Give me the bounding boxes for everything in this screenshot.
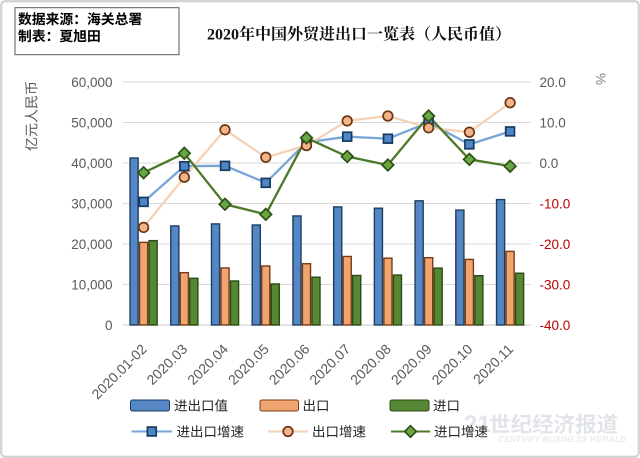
svg-text:-40.0: -40.0 bbox=[540, 318, 571, 333]
svg-text:10.0: 10.0 bbox=[540, 116, 566, 131]
svg-text:20,000: 20,000 bbox=[71, 237, 112, 252]
svg-text:30,000: 30,000 bbox=[71, 197, 112, 212]
svg-text:-20.0: -20.0 bbox=[540, 237, 571, 252]
svg-text:20.0: 20.0 bbox=[540, 75, 566, 90]
svg-text:60,000: 60,000 bbox=[71, 75, 112, 90]
svg-text:-10.0: -10.0 bbox=[540, 197, 571, 212]
svg-text:10,000: 10,000 bbox=[71, 278, 112, 293]
svg-text:CENTURY BUSINESS HERALD: CENTURY BUSINESS HERALD bbox=[498, 435, 627, 444]
svg-text:%: % bbox=[593, 73, 608, 85]
svg-text:50,000: 50,000 bbox=[71, 116, 112, 131]
svg-text:40,000: 40,000 bbox=[71, 156, 112, 171]
svg-text:0.0: 0.0 bbox=[540, 156, 559, 171]
svg-text:2020: 2020 bbox=[207, 27, 239, 44]
svg-text:0: 0 bbox=[105, 318, 113, 333]
svg-text:-30.0: -30.0 bbox=[540, 278, 571, 293]
